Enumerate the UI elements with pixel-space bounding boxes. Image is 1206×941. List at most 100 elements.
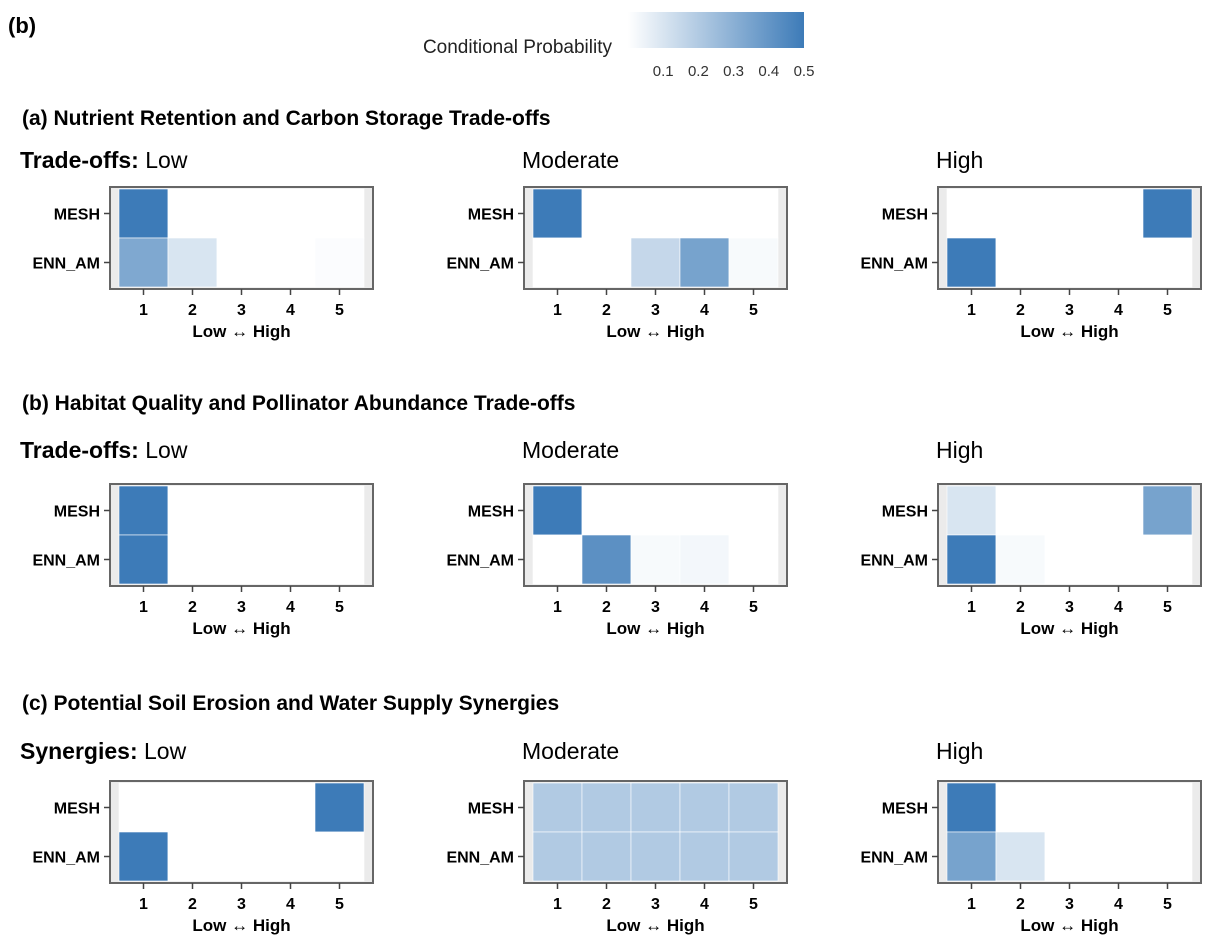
x-tick-label: 2: [1016, 599, 1025, 616]
heatmap-cell: [995, 534, 1046, 585]
heatmap-cell: [314, 534, 365, 585]
heatmap-cell: [630, 831, 681, 882]
heatmap-cell: [118, 237, 169, 288]
heatmap-cell: [118, 485, 169, 536]
y-tick-label: MESH: [468, 207, 514, 224]
x-tick-label: 5: [1163, 599, 1172, 616]
heatmap-cell: [1142, 534, 1193, 585]
heatmap-cell: [167, 534, 218, 585]
heatmap-cell: [946, 534, 997, 585]
chart-section: (b) Habitat Quality and Pollinator Abund…: [20, 392, 1202, 638]
heatmap-cell: [1142, 485, 1193, 536]
heatmap-cell: [216, 237, 267, 288]
y-tick-label: ENN_AM: [860, 256, 928, 273]
x-axis-label: Low ↔ High: [192, 322, 290, 341]
heatmap-cell: [728, 782, 779, 833]
heatmap-cell: [581, 831, 632, 882]
y-tick-label: ENN_AM: [860, 553, 928, 570]
heatmap-cell: [265, 485, 316, 536]
x-tick-label: 1: [553, 302, 562, 319]
heatmap-cell: [265, 534, 316, 585]
y-tick-label: ENN_AM: [446, 256, 514, 273]
heatmap-cell: [167, 782, 218, 833]
heatmap-cell: [1093, 485, 1144, 536]
legend-title: Conditional Probability: [423, 37, 613, 58]
figure-label: (b): [8, 13, 36, 38]
heatmap-cell: [995, 831, 1046, 882]
y-tick-label: ENN_AM: [32, 850, 100, 867]
heatmap-cell: [581, 534, 632, 585]
section-title: (b) Habitat Quality and Pollinator Abund…: [22, 392, 575, 415]
x-tick-label: 1: [553, 896, 562, 913]
heatmap-cell: [1093, 782, 1144, 833]
heatmap-cell: [995, 237, 1046, 288]
x-axis-label: Low ↔ High: [606, 322, 704, 341]
x-tick-label: 1: [967, 599, 976, 616]
x-tick-label: 1: [139, 599, 148, 616]
x-axis-label: Low ↔ High: [1020, 916, 1118, 935]
panel-header: Moderate: [522, 147, 619, 173]
y-tick-label: MESH: [468, 801, 514, 818]
x-tick-label: 2: [602, 896, 611, 913]
heatmap-cell: [581, 485, 632, 536]
heatmap-cell: [728, 485, 779, 536]
heatmap-cell: [1142, 188, 1193, 239]
section-title: (a) Nutrient Retention and Carbon Storag…: [22, 107, 551, 130]
x-tick-label: 5: [749, 599, 758, 616]
x-tick-label: 1: [967, 302, 976, 319]
y-tick-label: ENN_AM: [446, 553, 514, 570]
heatmap-cell: [265, 188, 316, 239]
x-tick-label: 3: [1065, 896, 1074, 913]
heatmap-cell: [1044, 485, 1095, 536]
legend-colorbar: [628, 12, 804, 48]
x-tick-label: 2: [188, 599, 197, 616]
y-tick-label: MESH: [468, 504, 514, 521]
heatmap-cell: [679, 534, 730, 585]
panel-header: Moderate: [522, 437, 619, 463]
legend-tick-label: 0.1: [653, 63, 674, 80]
x-tick-label: 4: [700, 302, 709, 319]
heatmap-cell: [630, 534, 681, 585]
heatmap-cell: [314, 188, 365, 239]
heatmap-cell: [1044, 237, 1095, 288]
y-tick-label: MESH: [882, 504, 928, 521]
x-tick-label: 3: [237, 896, 246, 913]
x-tick-label: 3: [1065, 599, 1074, 616]
x-tick-label: 2: [188, 302, 197, 319]
heatmap-cell: [167, 831, 218, 882]
x-tick-label: 1: [553, 599, 562, 616]
heatmap-cell: [167, 485, 218, 536]
x-tick-label: 3: [237, 302, 246, 319]
x-tick-label: 2: [602, 599, 611, 616]
heatmap-cell: [1142, 237, 1193, 288]
x-tick-label: 1: [139, 896, 148, 913]
x-tick-label: 3: [651, 896, 660, 913]
heatmap-cell: [728, 188, 779, 239]
heatmap-cell: [1044, 188, 1095, 239]
x-tick-label: 3: [651, 302, 660, 319]
heatmap-cell: [216, 188, 267, 239]
heatmap-panel: High MESH ENN_AM 1 2 3 4 5 Low ↔ High: [860, 147, 1202, 341]
x-axis-label: Low ↔ High: [192, 916, 290, 935]
x-tick-label: 1: [967, 896, 976, 913]
heatmap-cell: [118, 782, 169, 833]
heatmap-cell: [216, 485, 267, 536]
heatmap-cell: [532, 485, 583, 536]
y-tick-label: ENN_AM: [446, 850, 514, 867]
heatmap-cell: [1093, 188, 1144, 239]
heatmap-cell: [118, 188, 169, 239]
heatmap-cell: [995, 485, 1046, 536]
heatmap-panel: Moderate MESH ENN_AM 1 2 3 4 5 Low ↔ High: [446, 437, 788, 638]
heatmap-cell: [679, 782, 730, 833]
heatmap-cell: [265, 237, 316, 288]
heatmap-cell: [728, 831, 779, 882]
heatmap-cell: [728, 237, 779, 288]
panel-header: High: [936, 437, 983, 463]
panel-header: High: [936, 738, 983, 764]
heatmap-cell: [265, 831, 316, 882]
section-title: (c) Potential Soil Erosion and Water Sup…: [22, 692, 559, 715]
heatmap-cell: [995, 188, 1046, 239]
x-tick-label: 4: [1114, 599, 1123, 616]
x-axis-label: Low ↔ High: [1020, 322, 1118, 341]
x-tick-label: 3: [1065, 302, 1074, 319]
